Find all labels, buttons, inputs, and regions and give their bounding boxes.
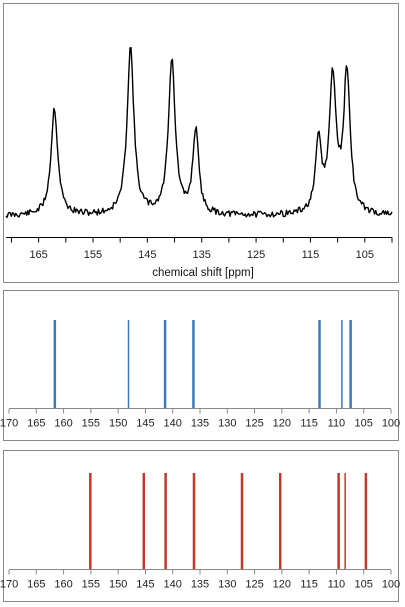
x-tick-label: 155 [84, 249, 102, 261]
x-tick-label: 135 [191, 579, 209, 591]
stick-chart-red: 170 165 160 155 150 145 140 135 130 125 120 115 110 1… [0, 450, 400, 602]
spectrum-x-axis-title: chemical shift [ppm] [152, 267, 254, 279]
x-tick-label: 115 [300, 579, 318, 591]
x-tick-label: 170 [0, 418, 18, 430]
x-tick-label: 155 [82, 579, 100, 591]
stick-chart-red-frame [3, 450, 399, 602]
x-tick-label: 100 [382, 579, 400, 591]
spectrum-chart: 165 155 145 135 125 115 105 chemical shift [pp… [3, 3, 399, 283]
x-tick-label: 160 [54, 579, 72, 591]
x-tick-label: 100 [382, 418, 400, 430]
x-tick-label: 135 [191, 418, 209, 430]
x-tick-label: 165 [29, 249, 47, 261]
x-tick-label: 150 [109, 418, 127, 430]
spectrum-frame [3, 3, 399, 283]
spectrum-line [5, 46, 393, 219]
x-tick-label: 105 [355, 579, 373, 591]
x-tick-label: 165 [27, 579, 45, 591]
x-tick-label: 115 [302, 249, 320, 261]
x-tick-label: 125 [247, 249, 265, 261]
x-tick-label: 140 [164, 579, 182, 591]
x-tick-label: 170 [0, 579, 18, 591]
x-tick-label: 130 [218, 418, 236, 430]
x-tick-label: 110 [328, 579, 346, 591]
stick-chart-blue-frame [3, 290, 399, 441]
x-tick-label: 150 [109, 579, 127, 591]
stick-chart-blue-plot-area [53, 320, 352, 409]
x-tick-label: 125 [245, 418, 263, 430]
x-tick-label: 125 [245, 579, 263, 591]
spectrum-plot-area [5, 46, 393, 219]
x-tick-label: 110 [328, 418, 346, 430]
x-tick-label: 130 [218, 579, 236, 591]
stick-chart-red-plot-area [89, 473, 368, 570]
x-tick-label: 165 [27, 418, 45, 430]
x-tick-label: 120 [273, 418, 291, 430]
stick-chart-red-x-ticks: 170 165 160 155 150 145 140 135 130 125 120 115 110 1… [0, 570, 400, 591]
x-tick-label: 120 [273, 579, 291, 591]
x-tick-label: 135 [193, 249, 211, 261]
x-tick-label: 145 [136, 579, 154, 591]
x-tick-label: 145 [136, 418, 154, 430]
x-tick-label: 155 [82, 418, 100, 430]
stick-chart-blue: 170 165 160 155 150 145 140 135 130 125 120 115 110 1… [0, 290, 400, 441]
x-tick-label: 140 [164, 418, 182, 430]
x-tick-label: 115 [300, 418, 318, 430]
stick-chart-blue-x-ticks: 170 165 160 155 150 145 140 135 130 125 120 115 110 1… [0, 409, 400, 430]
x-tick-label: 145 [138, 249, 156, 261]
x-tick-label: 105 [356, 249, 374, 261]
x-tick-label: 160 [54, 418, 72, 430]
spectrum-x-ticks: 165 155 145 135 125 115 105 [10, 237, 393, 261]
x-tick-label: 105 [355, 418, 373, 430]
